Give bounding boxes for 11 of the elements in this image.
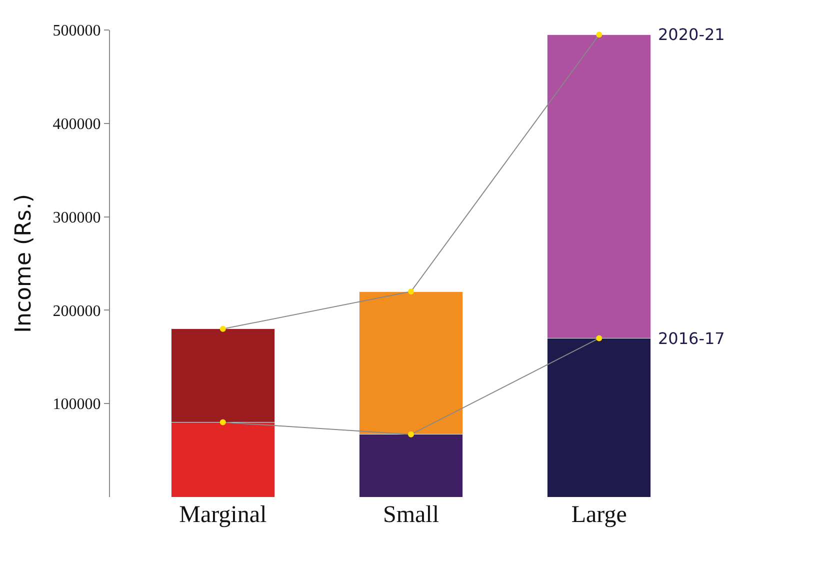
- x-tick-label: Large: [571, 502, 627, 528]
- text: 2016-17: [658, 329, 725, 348]
- y-tick-label: 500000: [52, 22, 101, 40]
- y-tick-label: 400000: [52, 116, 101, 133]
- x-tick-label: Marginal: [179, 502, 267, 528]
- y-tick-label: 100000: [52, 396, 101, 414]
- text: 2020-21: [658, 25, 725, 44]
- y-axis-title: Income (Rs.): [12, 194, 37, 333]
- y-tick-label: 300000: [52, 209, 101, 226]
- y-tick-label: 200000: [52, 302, 101, 320]
- x-tick-label: Small: [382, 502, 440, 528]
